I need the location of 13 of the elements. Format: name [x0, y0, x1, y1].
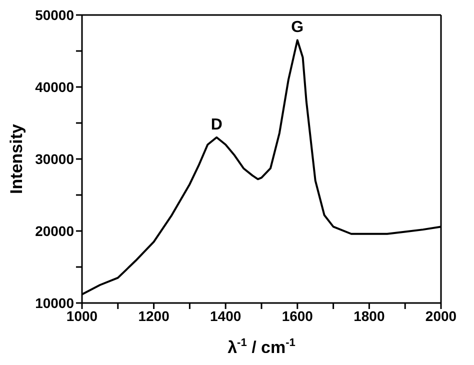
annotation: D: [210, 116, 222, 134]
x-tick-label: 1200: [138, 308, 170, 324]
x-tick-label: 1600: [282, 308, 314, 324]
y-tick-label: 40000: [35, 78, 74, 95]
annotation: G: [291, 19, 304, 36]
y-tick-label: 30000: [35, 150, 74, 167]
y-tick-label: 20000: [35, 222, 74, 239]
x-tick-label: 1800: [354, 308, 385, 324]
x-tick-label: 2000: [425, 308, 457, 324]
x-axis-title: λ$^{-1}$ / cm$^{-1}$: [228, 337, 296, 357]
y-axis-title: Intensity: [7, 124, 26, 194]
x-tick-label: 1400: [210, 308, 242, 324]
y-tick-label: 50000: [35, 6, 74, 23]
